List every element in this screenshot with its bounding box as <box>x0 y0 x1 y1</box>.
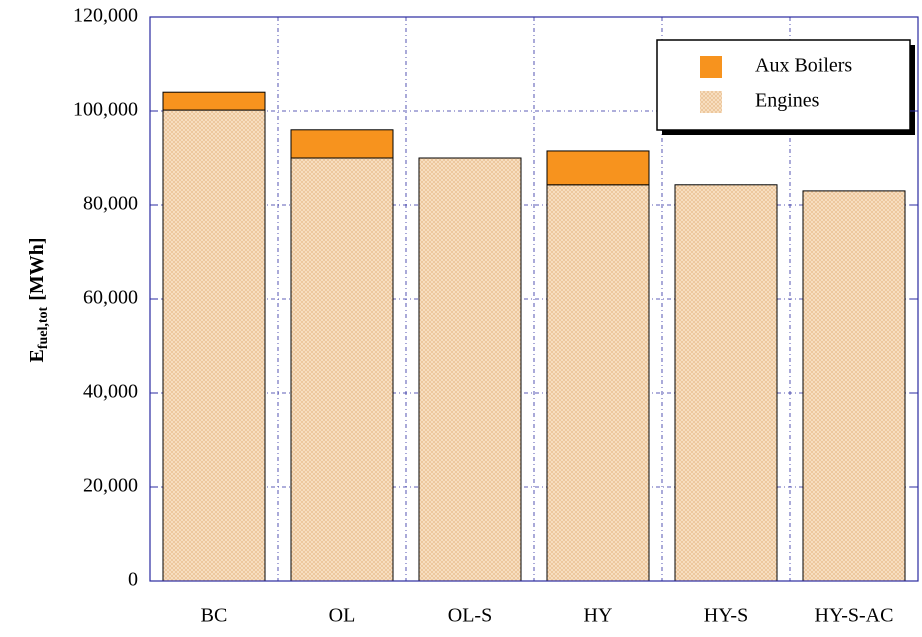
bar-segment <box>546 150 650 186</box>
y-label-unit: [MWh] <box>26 237 48 300</box>
legend-swatch <box>700 91 722 113</box>
y-tick-label: 20,000 <box>83 475 138 497</box>
legend: Aux Boilers Engines <box>656 39 915 135</box>
y-tick-label: 0 <box>128 569 138 591</box>
x-tick-label: BC <box>201 605 228 627</box>
x-tick-label: HY-S <box>704 605 748 627</box>
bar-segment <box>162 91 266 111</box>
bar-segment <box>802 190 906 582</box>
bar-segment <box>162 109 266 582</box>
bar-segment <box>674 184 778 582</box>
bar-segment <box>546 184 650 582</box>
x-tick-label: HY <box>584 605 613 627</box>
y-label-sub: fuel,tot <box>36 306 51 349</box>
legend-swatch <box>700 56 722 78</box>
bar-segment <box>418 157 522 582</box>
bar-segment <box>290 129 394 159</box>
y-tick-label: 60,000 <box>83 287 138 309</box>
y-axis-label: Efuel,tot [MWh] <box>26 237 52 362</box>
legend-label: Aux Boilers <box>755 55 852 77</box>
y-tick-label: 100,000 <box>73 99 138 121</box>
x-tick-label: OL-S <box>448 605 492 627</box>
bar-segment <box>290 157 394 582</box>
x-tick-label: OL <box>329 605 356 627</box>
x-tick-label: HY-S-AC <box>815 605 894 627</box>
y-tick-label: 80,000 <box>83 193 138 215</box>
legend-label: Engines <box>755 90 820 112</box>
y-tick-label: 120,000 <box>73 5 138 27</box>
y-label-main: E <box>26 349 48 362</box>
y-tick-label: 40,000 <box>83 381 138 403</box>
